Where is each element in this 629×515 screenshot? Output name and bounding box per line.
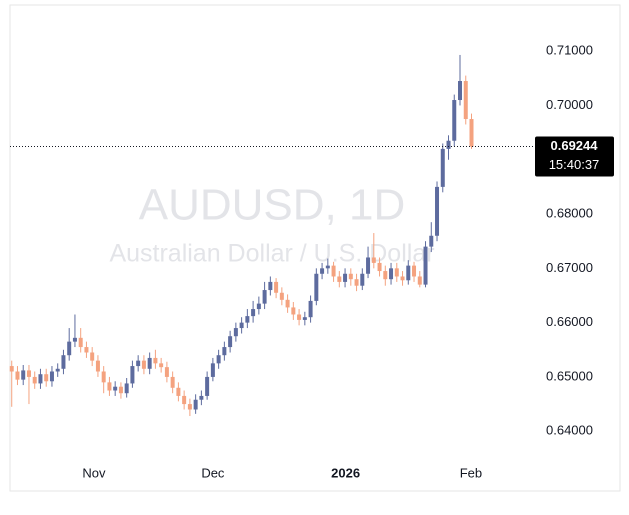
candle-body	[159, 363, 164, 368]
candle-body	[55, 368, 60, 372]
candle-body	[38, 374, 43, 384]
y-tick-label: 0.64000	[546, 423, 593, 438]
candle-body	[72, 337, 77, 342]
y-tick-label: 0.71000	[546, 43, 593, 58]
candle-body	[446, 140, 451, 149]
candle-body	[297, 314, 302, 320]
candle-body	[435, 186, 440, 236]
x-tick-label: Nov	[82, 465, 106, 480]
candle-body	[9, 366, 14, 372]
x-tick-label: Feb	[460, 465, 482, 480]
candle-body	[95, 360, 100, 372]
candle-body	[406, 265, 411, 281]
watermark-title: AUDUSD, 1D	[139, 181, 406, 230]
candle-body	[251, 309, 256, 317]
candle-body	[389, 268, 394, 280]
candle-body	[113, 386, 118, 391]
candle-body	[302, 317, 307, 320]
candle-body	[394, 268, 399, 277]
candle-body	[458, 81, 463, 101]
candle-body	[222, 347, 227, 356]
candle-body	[153, 357, 158, 364]
candle-body	[233, 328, 238, 337]
candle-body	[49, 371, 54, 382]
candle-body	[101, 371, 106, 383]
candle-body	[26, 370, 31, 377]
candle-body	[429, 235, 434, 247]
candle-body	[256, 303, 261, 310]
candle-body	[78, 337, 83, 348]
x-tick-label: Dec	[201, 465, 225, 480]
candle-body	[21, 370, 26, 380]
candle-body	[239, 322, 244, 329]
frame	[9, 4, 621, 492]
candle-body	[32, 376, 37, 384]
candle-body	[423, 246, 428, 285]
candle-body	[314, 273, 319, 301]
candle-body	[343, 273, 348, 282]
candle-body	[417, 276, 422, 285]
candle-body	[400, 276, 405, 281]
candle-body	[452, 100, 457, 141]
candle-body	[170, 376, 175, 388]
candle-body	[216, 355, 221, 364]
x-tick-label: 2026	[331, 465, 360, 480]
y-tick-label: 0.65000	[546, 368, 593, 383]
candle-body	[107, 382, 112, 391]
candle-body	[469, 119, 474, 147]
candle-body	[193, 399, 198, 410]
last-price-box	[535, 136, 614, 177]
candle-body	[147, 357, 152, 369]
candle-body	[320, 268, 325, 274]
candle-body	[383, 271, 388, 280]
candle-body	[274, 281, 279, 293]
candle-body	[118, 386, 123, 394]
last-price-label: 0.69244	[551, 138, 599, 153]
candle-body	[331, 265, 336, 277]
candle-body	[164, 367, 169, 377]
candle-body	[67, 341, 72, 356]
y-tick-label: 0.67000	[546, 260, 593, 275]
candle-body	[268, 281, 273, 291]
candle-body	[245, 316, 250, 323]
candle-body	[84, 347, 89, 353]
candle-body	[124, 383, 129, 394]
candle-body	[187, 404, 192, 410]
candle-body	[440, 148, 445, 187]
candle-body	[285, 299, 290, 308]
candle-body	[262, 290, 267, 304]
y-tick-label: 0.66000	[546, 314, 593, 329]
candle-body	[136, 360, 141, 367]
candle-body	[176, 387, 181, 396]
candle-body	[141, 360, 146, 369]
watermark-subtitle: Australian Dollar / U.S. Dollar	[109, 240, 434, 268]
candle-body	[291, 307, 296, 315]
candle-body	[360, 273, 365, 286]
candle-body	[366, 257, 371, 274]
y-tick-label: 0.70000	[546, 97, 593, 112]
candle-body	[337, 276, 342, 282]
y-tick-label: 0.68000	[546, 205, 593, 220]
candle-body	[412, 265, 417, 277]
candle-body	[348, 273, 353, 280]
candle-body	[130, 366, 135, 384]
candle-body	[308, 300, 313, 318]
candle-body	[210, 363, 215, 377]
candle-body	[228, 336, 233, 348]
candle-body	[371, 257, 376, 263]
candle-body	[463, 81, 468, 120]
candle-body	[205, 376, 210, 396]
candle-body	[61, 355, 66, 369]
candle-body	[15, 371, 20, 380]
candle-body	[325, 265, 330, 269]
candle-body	[182, 395, 187, 405]
candle-body	[44, 374, 49, 382]
candle-body	[279, 292, 284, 300]
countdown-label: 15:40:37	[549, 157, 600, 172]
candle-body	[199, 395, 204, 400]
candle-body	[377, 262, 382, 272]
candle-body	[90, 352, 95, 361]
candle-body	[354, 279, 359, 286]
